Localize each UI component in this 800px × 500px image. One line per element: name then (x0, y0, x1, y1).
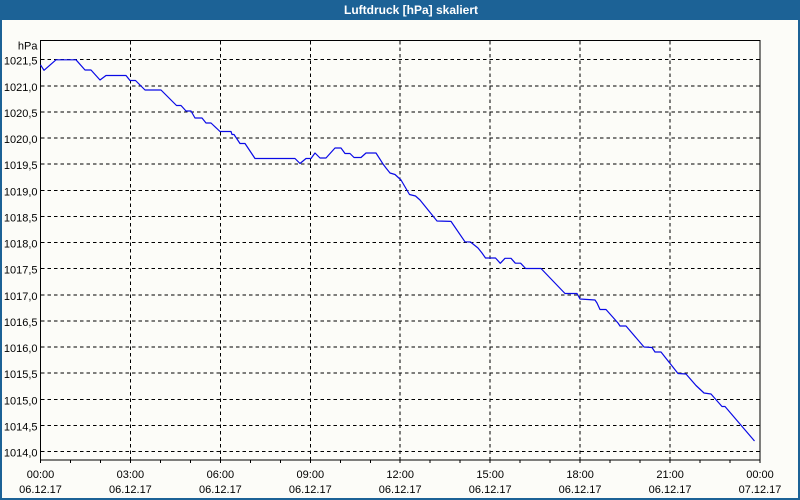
svg-text:1021,0: 1021,0 (4, 82, 38, 94)
svg-text:12:00: 12:00 (386, 469, 414, 481)
svg-text:1020,5: 1020,5 (4, 108, 38, 120)
svg-text:06.12.17: 06.12.17 (289, 484, 332, 496)
svg-text:00:00: 00:00 (746, 469, 774, 481)
svg-text:1019,5: 1019,5 (4, 160, 38, 172)
svg-text:06.12.17: 06.12.17 (469, 484, 512, 496)
svg-text:1015,5: 1015,5 (4, 369, 38, 381)
svg-text:1021,5: 1021,5 (4, 56, 38, 68)
svg-text:06.12.17: 06.12.17 (109, 484, 152, 496)
svg-text:1017,0: 1017,0 (4, 291, 38, 303)
svg-text:hPa: hPa (18, 41, 38, 53)
svg-text:06.12.17: 06.12.17 (559, 484, 602, 496)
svg-text:18:00: 18:00 (566, 469, 594, 481)
svg-text:03:00: 03:00 (117, 469, 145, 481)
svg-text:1014,5: 1014,5 (4, 421, 38, 433)
svg-text:09:00: 09:00 (297, 469, 325, 481)
svg-text:06.12.17: 06.12.17 (199, 484, 242, 496)
svg-text:1016,5: 1016,5 (4, 317, 38, 329)
svg-text:06.12.17: 06.12.17 (19, 484, 62, 496)
svg-text:00:00: 00:00 (27, 469, 55, 481)
svg-text:15:00: 15:00 (476, 469, 504, 481)
svg-text:1015,0: 1015,0 (4, 395, 38, 407)
svg-text:06.12.17: 06.12.17 (649, 484, 692, 496)
svg-text:1014,0: 1014,0 (4, 448, 38, 460)
svg-text:06.12.17: 06.12.17 (379, 484, 422, 496)
svg-text:1017,5: 1017,5 (4, 265, 38, 277)
svg-text:1020,0: 1020,0 (4, 134, 38, 146)
svg-text:1018,0: 1018,0 (4, 239, 38, 251)
svg-text:07.12.17: 07.12.17 (739, 484, 782, 496)
svg-text:1019,0: 1019,0 (4, 186, 38, 198)
svg-text:06:00: 06:00 (207, 469, 235, 481)
svg-text:21:00: 21:00 (656, 469, 684, 481)
svg-text:1016,0: 1016,0 (4, 343, 38, 355)
svg-text:1018,5: 1018,5 (4, 212, 38, 224)
